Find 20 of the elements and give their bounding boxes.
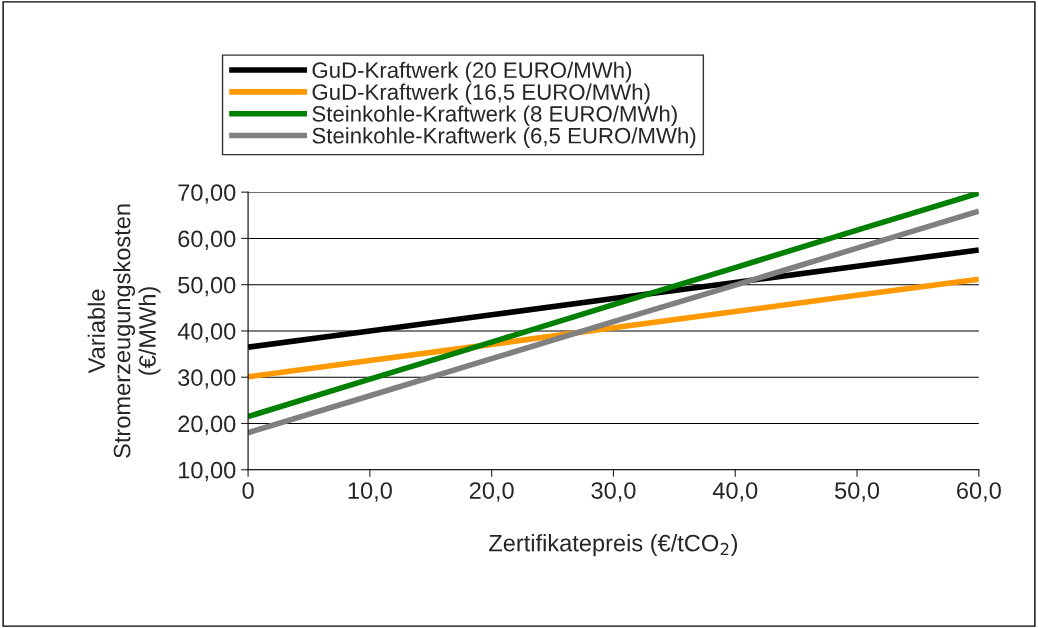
y-tick-label: 10,00 (179, 461, 236, 482)
x-tick-label: 20,0 (469, 482, 514, 502)
x-tick-label: 60,0 (957, 482, 1001, 502)
legend-label: GuD-Kraftwerk (20 EURO/MWh) (312, 61, 632, 83)
legend-label: Steinkohle-Kraftwerk (6,5 EURO/MWh) (312, 127, 696, 148)
y-tick-label: 50,00 (178, 276, 236, 297)
y-tick-label: 30,00 (178, 369, 236, 389)
y-tick-label: 60,00 (178, 230, 236, 251)
x-tick-label: 0 (242, 482, 254, 499)
y-tick-label: 40,00 (177, 323, 236, 343)
y-axis-title: Variable Stromerzeugungskosten (€/MWh) (87, 204, 161, 458)
legend-label: Steinkohle-Kraftwerk (8 EURO/MWh) (312, 105, 677, 127)
y-tick-label: 70,00 (178, 184, 236, 204)
x-tick-label: 50,0 (835, 482, 880, 502)
legend-label: GuD-Kraftwerk (16,5 EURO/MWh) (312, 83, 650, 105)
x-tick-label: 10,0 (348, 482, 392, 502)
x-axis-title: Zertifikatepreis (€/tCO$_{2}$) (489, 534, 738, 557)
x-tick-label: 30,0 (591, 482, 636, 502)
x-tick-label: 40,0 (712, 482, 758, 502)
y-tick-label: 20,00 (178, 415, 236, 436)
